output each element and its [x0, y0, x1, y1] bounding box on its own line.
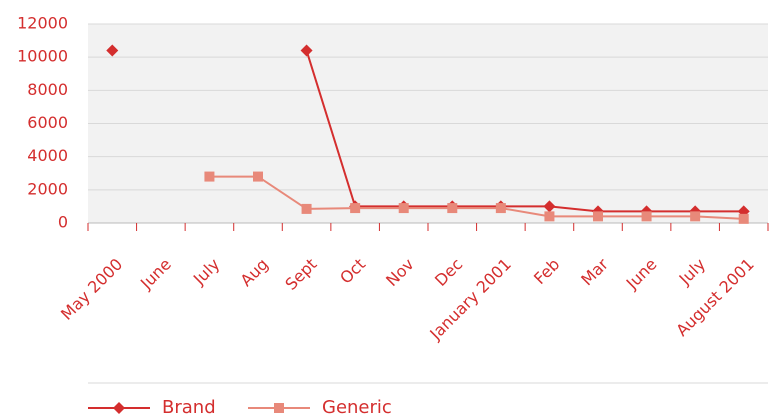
data-point [593, 211, 603, 222]
y-tick-label: 12000 [17, 14, 68, 33]
x-tick-label: Aug [236, 255, 272, 291]
data-point [690, 211, 701, 222]
series-line [305, 50, 744, 213]
data-point [738, 213, 749, 224]
x-tick-label: Dec [431, 255, 466, 290]
x-tick-label: July [189, 255, 223, 289]
x-tick-label: Mar [577, 254, 612, 289]
data-point [204, 171, 215, 182]
y-tick-label: 6000 [27, 113, 68, 132]
data-point [253, 171, 263, 182]
x-tick-label: Oct [336, 255, 369, 288]
data-point [300, 44, 313, 57]
data-point [350, 203, 361, 214]
data-point [398, 203, 409, 214]
x-tick-label: May 2000 [57, 255, 126, 324]
x-tick-label: Sept [281, 255, 320, 294]
x-tick-label: July [675, 255, 709, 289]
y-tick-label: 4000 [27, 146, 68, 165]
legend-marker [274, 403, 284, 413]
x-tick-label: June [622, 255, 661, 294]
data-point [106, 44, 119, 57]
data-point [301, 203, 312, 214]
data-point [641, 211, 652, 222]
legend-label: Generic [322, 397, 392, 418]
x-tick-label: Feb [530, 255, 563, 288]
data-point [447, 203, 458, 214]
y-tick-label: 10000 [17, 47, 68, 66]
x-tick-label: June [136, 255, 175, 294]
y-tick-label: 8000 [27, 80, 68, 99]
data-point [495, 203, 506, 214]
legend-marker [113, 402, 125, 414]
y-tick-label: 2000 [27, 179, 68, 198]
series-line [209, 175, 744, 220]
x-tick-label: Nov [382, 255, 418, 291]
data-point [543, 200, 556, 213]
legend-label: Brand [162, 397, 216, 418]
y-tick-label: 0 [58, 213, 68, 232]
data-point [544, 211, 555, 222]
